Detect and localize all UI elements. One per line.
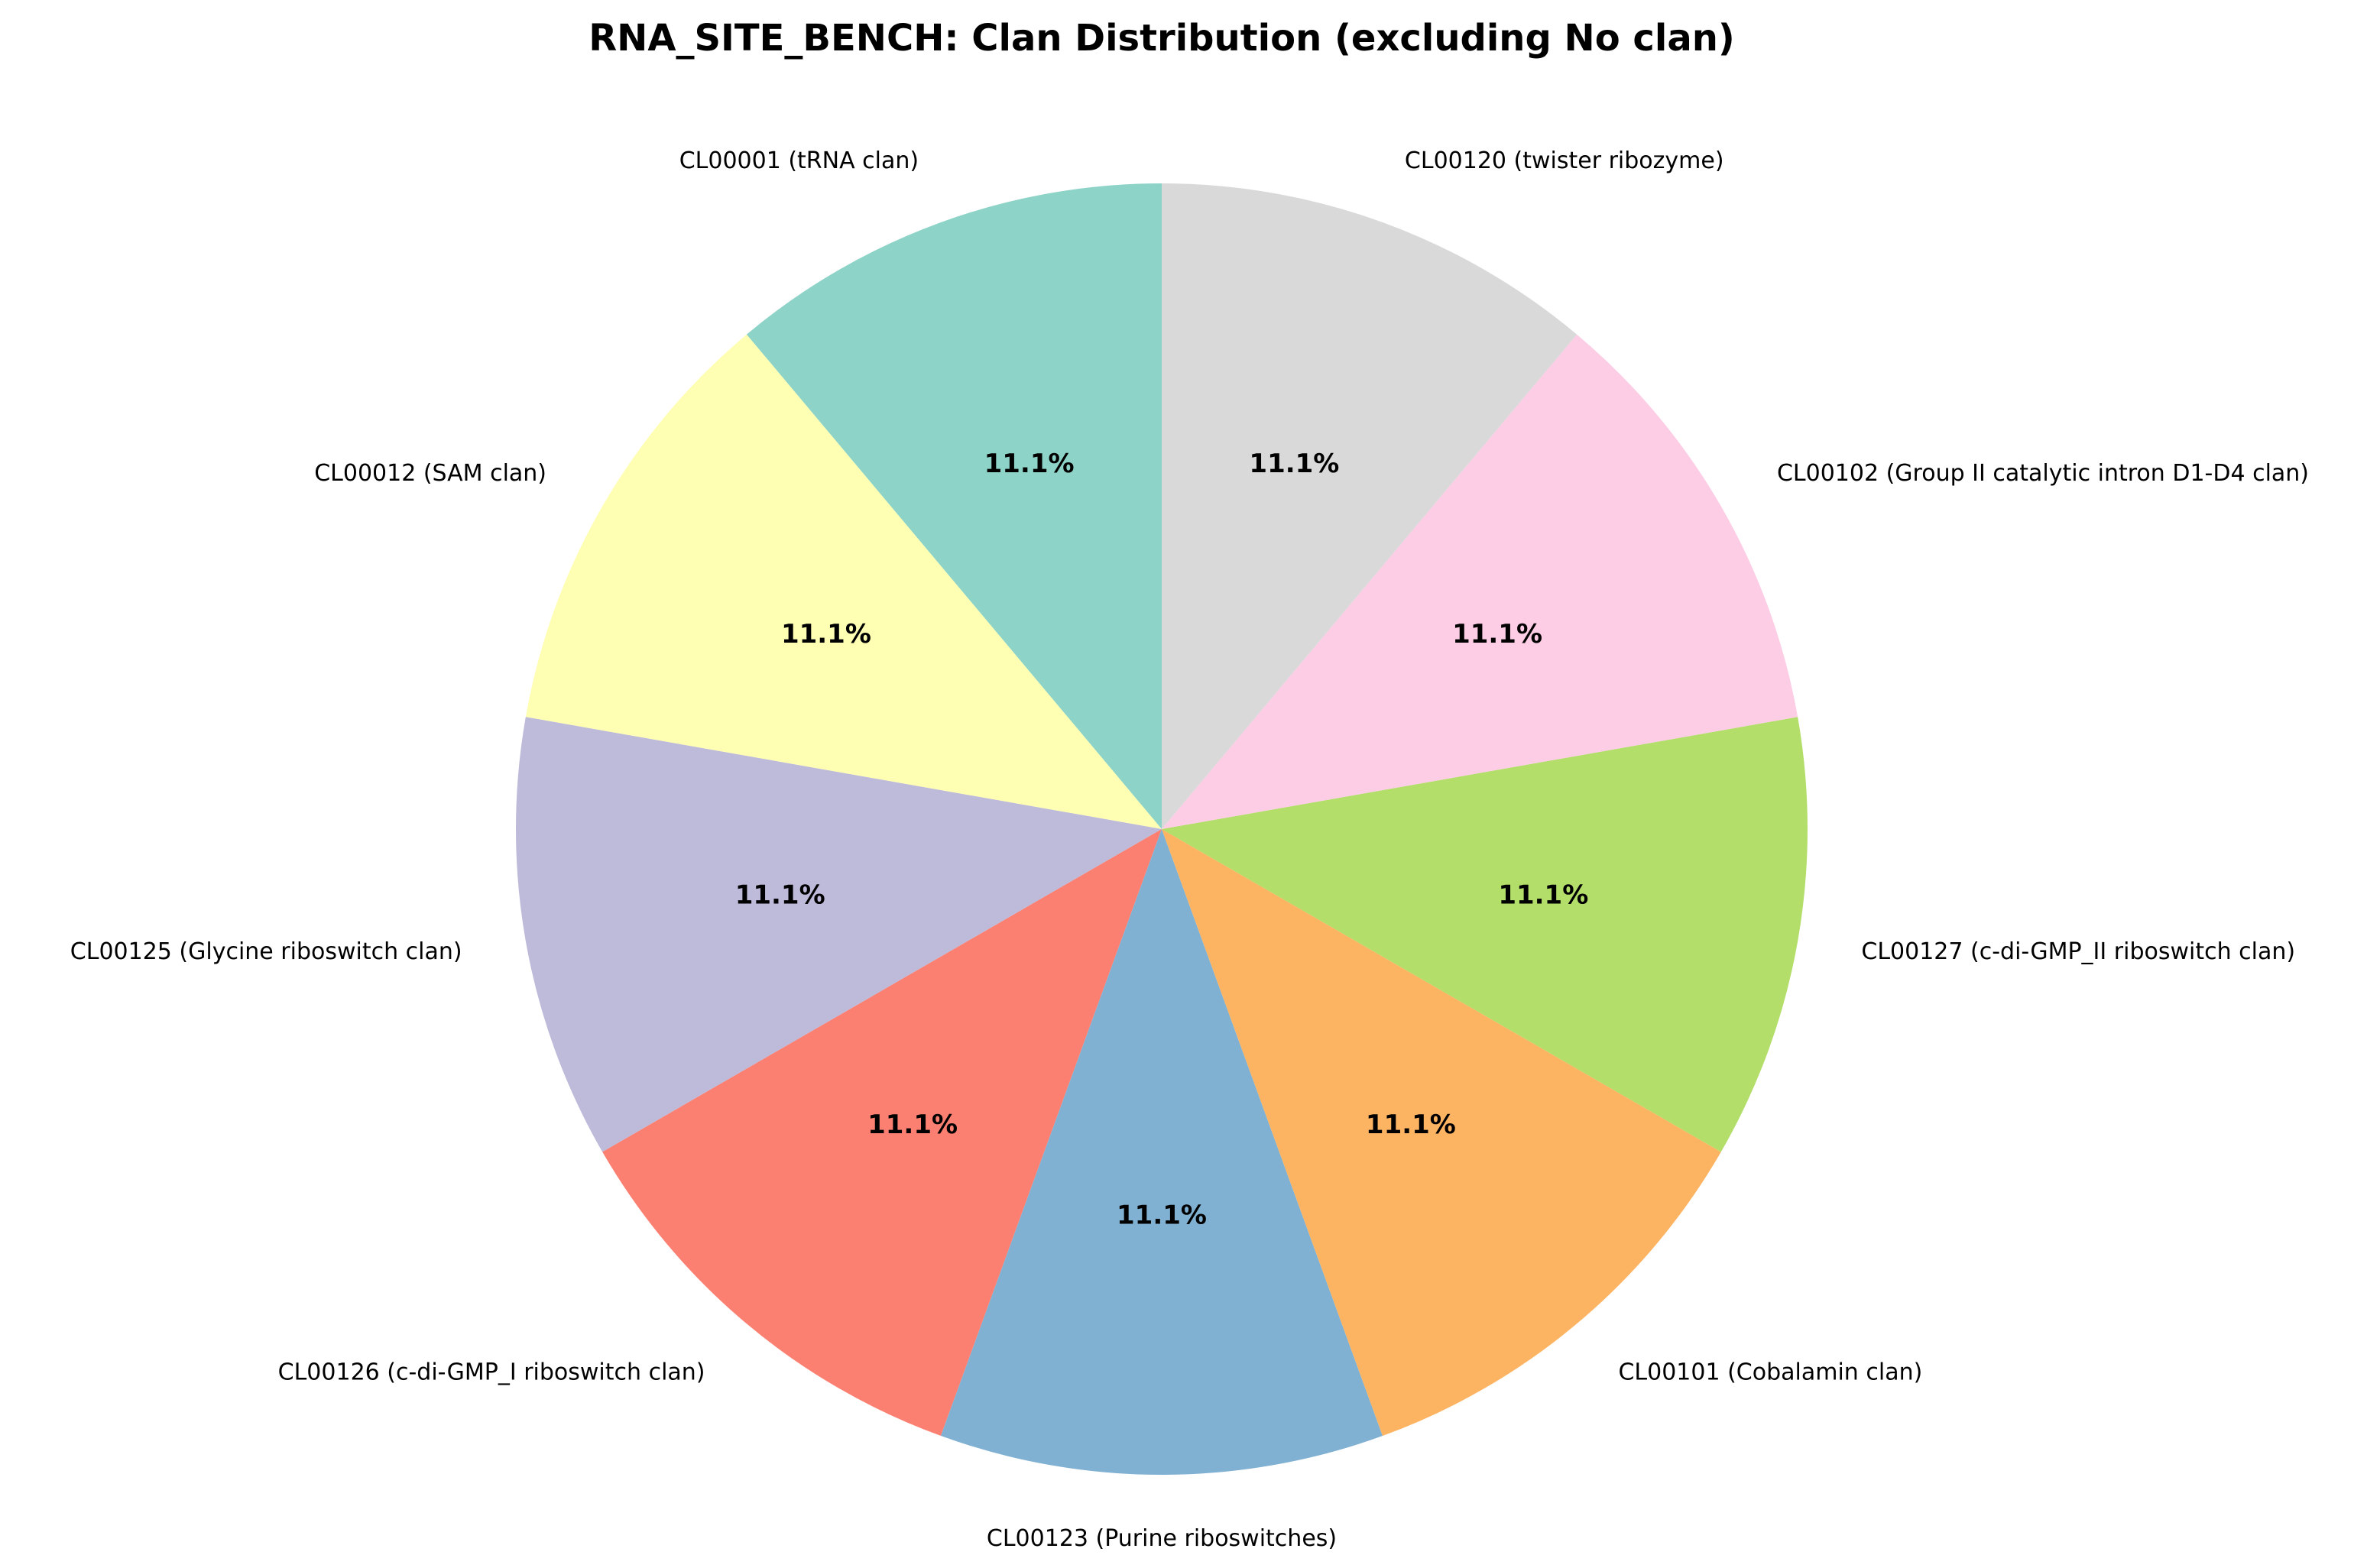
slice-label: CL00120 (twister ribozyme) [1405, 147, 1724, 174]
slice-label: CL00001 (tRNA clan) [679, 147, 919, 174]
slice-labels: CL00001 (tRNA clan) CL00012 (SAM clan) CL0… [70, 147, 2309, 1552]
percent-label: 11.1% [1117, 1200, 1207, 1231]
percent-label: 11.1% [1498, 880, 1588, 911]
slice-label: CL00125 (Glycine riboswitch clan) [70, 938, 462, 965]
slice-label: CL00101 (Cobalamin clan) [1618, 1359, 1922, 1386]
pie-slice [1162, 829, 1721, 1437]
percent-label: 11.1% [984, 449, 1075, 479]
pie-slice [1162, 334, 1798, 829]
percent-label: 11.1% [781, 619, 871, 650]
chart-title: RNA_SITE_BENCH: Clan Distribution (exclu… [589, 17, 1735, 60]
percent-label: 11.1% [1452, 619, 1542, 650]
percent-label: 11.1% [867, 1110, 958, 1140]
pie-slice [602, 829, 1162, 1437]
pie-slice [516, 717, 1162, 1152]
percent-label: 11.1% [1249, 449, 1339, 479]
pie-slice [746, 183, 1162, 829]
percent-label: 11.1% [1366, 1110, 1456, 1140]
slice-label: CL00127 (c-di-GMP_II riboswitch clan) [1861, 938, 2295, 965]
slice-label: CL00126 (c-di-GMP_I riboswitch clan) [278, 1359, 705, 1386]
slice-label: CL00102 (Group II catalytic intron D1-D4… [1777, 460, 2309, 487]
pie-slice [525, 334, 1162, 829]
slice-label: CL00123 (Purine riboswitches) [987, 1525, 1337, 1552]
percent-labels: 11.1% 11.1% 11.1% 11.1% 11.1% 11.1% 11.1% 11.1%… [735, 449, 1589, 1230]
pie-slices [516, 183, 1808, 1476]
pie-slice [940, 829, 1383, 1476]
percent-label: 11.1% [735, 880, 825, 911]
pie-slice [1162, 717, 1808, 1152]
pie-slice [1162, 183, 1577, 829]
slice-label: CL00012 (SAM clan) [314, 460, 546, 487]
